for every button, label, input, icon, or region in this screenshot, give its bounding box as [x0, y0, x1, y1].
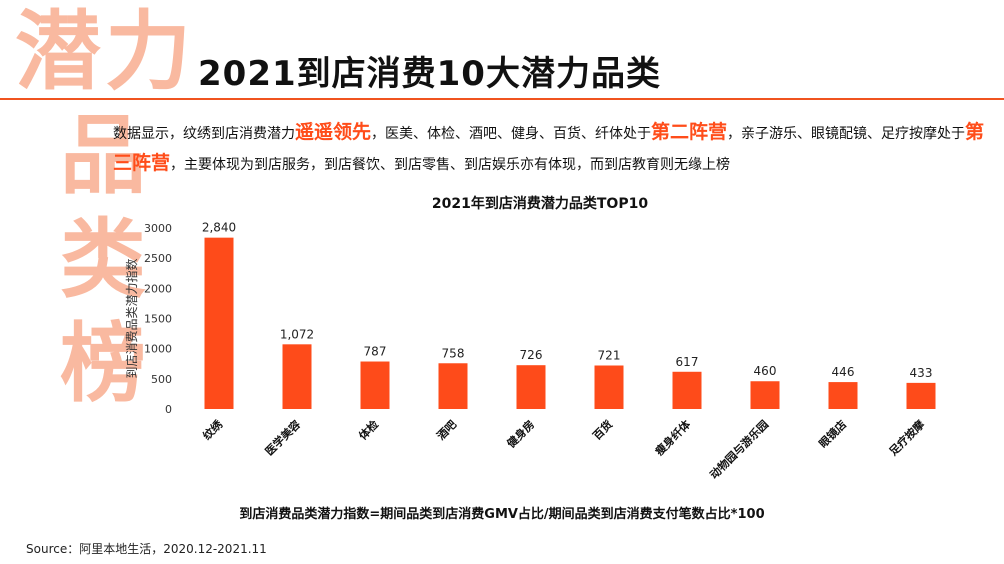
page-title: 2021到店消费10大潜力品类	[198, 54, 661, 94]
y-axis-label: 到店消费品类潜力指数	[124, 258, 139, 378]
data-label: 2,840	[202, 221, 236, 235]
bar	[906, 382, 936, 409]
y-tick-label: 1000	[144, 343, 172, 356]
data-label: 787	[364, 345, 387, 359]
data-label: 617	[676, 355, 699, 369]
y-tick-label: 0	[165, 403, 172, 416]
side-title-char: 类	[60, 210, 146, 310]
bar	[828, 382, 858, 409]
bar	[282, 344, 312, 409]
bar	[750, 381, 780, 409]
bar	[360, 361, 390, 409]
bar-chart: 2021年到店消费潜力品类TOP10 到店消费品类潜力指数 0 500 1000 15…	[124, 195, 936, 482]
formula-note: 到店消费品类潜力指数=期间品类到店消费GMV占比/期间品类到店消费支付笔数占比*…	[239, 507, 765, 522]
x-tick-label: 眼镜店	[816, 417, 849, 450]
bar	[594, 365, 624, 409]
description-highlight: 第二阵营	[651, 121, 728, 143]
data-label: 460	[754, 364, 777, 378]
x-tick-label: 纹绣	[200, 417, 226, 443]
bar	[516, 365, 546, 409]
chart-title: 2021年到店消费潜力品类TOP10	[432, 195, 648, 212]
source-note: Source：阿里本地生活，2020.12-2021.11	[26, 542, 267, 556]
y-tick-label: 500	[151, 373, 172, 386]
description-text: ，主要体现为到店服务，到店餐饮、到店零售、到店娱乐亦有体现，而到店教育则无缘上榜	[170, 157, 731, 173]
side-title-char: 力	[105, 2, 191, 102]
data-label: 446	[832, 365, 855, 379]
x-tick-label: 瘦身纤体	[652, 417, 694, 459]
title-divider	[0, 98, 1004, 100]
description-text: 数据显示，纹绣到店消费潜力	[113, 126, 295, 142]
side-title-char: 潜	[15, 2, 101, 102]
bar	[672, 371, 702, 409]
side-title-char: 榜	[60, 314, 146, 414]
data-label: 433	[910, 366, 933, 380]
x-tick-label: 医学美容	[262, 417, 303, 458]
description-highlight: 第三阵营	[113, 121, 985, 174]
data-label: 758	[442, 346, 465, 360]
data-label: 726	[520, 348, 543, 362]
y-tick-label: 2000	[144, 282, 172, 295]
x-tick-label: 百货	[590, 417, 615, 442]
y-tick-label: 3000	[144, 222, 172, 235]
side-title: 潜 力 品 类 榜	[8, 0, 198, 416]
x-tick-label: 足疗按摩	[886, 417, 928, 459]
y-tick-label: 1500	[144, 313, 172, 326]
bar	[204, 237, 234, 409]
x-tick-label: 体检	[356, 417, 381, 442]
side-title-char: 品	[60, 106, 146, 206]
description-highlight: 遥遥领先	[295, 121, 372, 143]
x-tick-label: 酒吧	[434, 418, 459, 443]
data-label: 721	[598, 348, 621, 362]
description-text: ，亲子游乐、眼镜配镜、足疗按摩处于	[727, 126, 966, 142]
data-label: 1,072	[280, 327, 314, 341]
x-tick-label: 动物园与游乐园	[707, 417, 771, 481]
x-tick-label: 健身房	[504, 417, 537, 450]
bar	[438, 363, 468, 409]
y-tick-label: 2500	[144, 252, 172, 265]
description-text: ，医美、体检、酒吧、健身、百货、纤体处于	[371, 126, 652, 142]
description: 数据显示，纹绣到店消费潜力遥遥领先，医美、体检、酒吧、健身、百货、纤体处于第二阵…	[113, 118, 993, 180]
